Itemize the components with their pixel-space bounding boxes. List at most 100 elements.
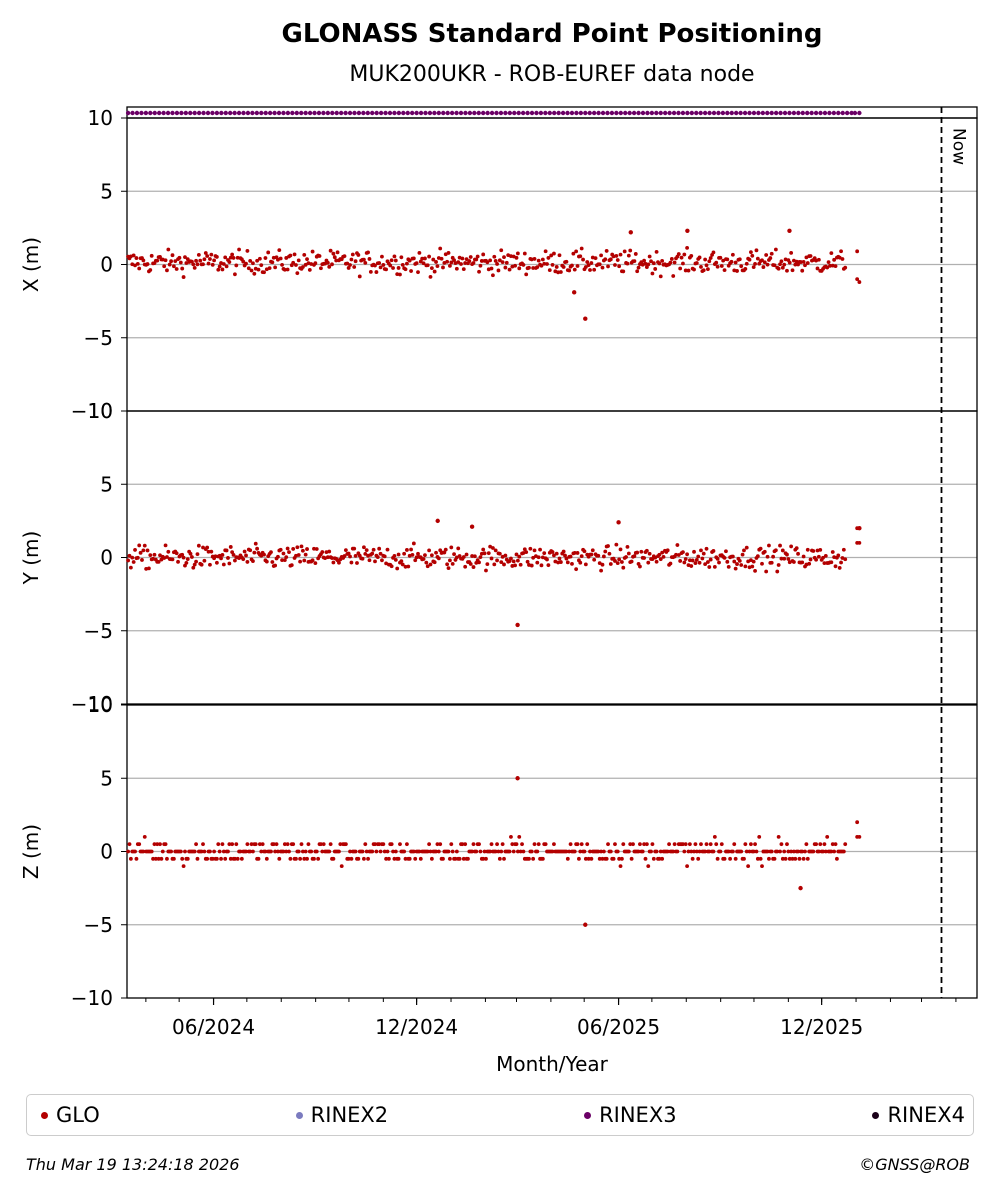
glo-point <box>743 267 748 271</box>
glo-point <box>646 864 651 869</box>
glo-point <box>246 266 251 271</box>
glo-point <box>135 555 140 560</box>
glo-point <box>461 856 466 861</box>
glo-point <box>735 562 739 566</box>
glo-point <box>205 856 210 861</box>
glo-point <box>393 558 398 562</box>
glo-point <box>300 265 305 269</box>
glo-point <box>328 842 333 847</box>
glo-point <box>711 549 716 553</box>
glo-point <box>148 268 153 272</box>
rinex3-point <box>432 110 437 116</box>
glo-point <box>571 251 576 256</box>
glo-point <box>416 551 420 556</box>
y-axis-label: Y (m) <box>19 531 43 586</box>
glo-point <box>507 849 512 854</box>
rinex3-point <box>370 110 375 116</box>
glo-point <box>803 849 807 854</box>
glo-point <box>382 849 387 854</box>
glo-point <box>405 548 409 552</box>
glo-point <box>382 554 387 559</box>
glo-point <box>726 849 731 854</box>
glo-point <box>208 562 212 567</box>
glo-point <box>134 856 139 861</box>
glo-point <box>448 558 452 563</box>
glo-point <box>751 559 756 564</box>
glo-point <box>169 849 174 854</box>
glo-point <box>708 842 713 847</box>
glo-point <box>337 560 341 565</box>
glo-point <box>495 842 499 847</box>
glo-point <box>432 269 437 274</box>
glo-point <box>514 842 519 847</box>
glo-point <box>787 856 792 861</box>
rinex3-point <box>844 110 850 116</box>
rinex3-point <box>720 110 726 116</box>
glo-point <box>538 547 542 552</box>
glo-point <box>772 856 777 861</box>
glo-point <box>395 272 400 277</box>
glo-point <box>176 559 180 564</box>
rinex3-point <box>334 110 339 116</box>
glo-point <box>233 558 237 563</box>
glo-point <box>839 249 843 254</box>
glo-point <box>152 842 157 847</box>
glo-point <box>693 842 698 847</box>
glo-point <box>797 856 802 861</box>
glo-point <box>608 849 613 854</box>
glo-point <box>291 547 296 551</box>
glo-point <box>535 560 540 565</box>
glo-point <box>823 849 828 854</box>
glo-point <box>796 551 800 556</box>
glo-point <box>133 849 137 854</box>
rinex3-point <box>623 110 628 116</box>
glo-point <box>724 549 728 554</box>
glo-point <box>589 552 594 557</box>
rinex3-point <box>299 110 304 116</box>
glo-point <box>735 269 739 273</box>
glo-point <box>474 257 479 262</box>
glo-point <box>800 849 805 854</box>
glo-point <box>726 565 731 569</box>
glo-point <box>181 275 186 279</box>
glo-point <box>599 253 604 258</box>
glo-point <box>445 259 450 264</box>
glo-point <box>450 561 455 566</box>
glo-point <box>606 544 610 548</box>
glo-point <box>477 842 481 847</box>
rinex3-point <box>609 110 615 116</box>
glo-point <box>320 849 325 854</box>
glo-point <box>527 265 531 270</box>
glo-point <box>131 253 136 258</box>
glo-point <box>208 257 212 261</box>
glo-point <box>449 545 454 550</box>
rinex3-point <box>143 110 149 116</box>
glo-point <box>692 267 696 272</box>
glo-point <box>536 258 541 263</box>
glo-point <box>839 560 843 565</box>
glo-point <box>794 259 799 264</box>
glo-point <box>276 554 280 559</box>
glo-point <box>249 268 254 273</box>
glo-point <box>697 255 702 260</box>
glo-point <box>769 560 774 565</box>
glo-point <box>424 560 429 565</box>
glo-point <box>617 856 622 861</box>
glo-point <box>782 262 787 267</box>
glo-point <box>429 553 434 558</box>
glo-point <box>493 849 498 854</box>
glo-point <box>804 842 809 847</box>
glo-point <box>754 248 759 253</box>
glo-point <box>715 264 720 269</box>
rinex3-point <box>587 110 592 116</box>
glo-point <box>510 842 515 847</box>
glo-outlier-point <box>583 922 588 927</box>
glo-point <box>772 263 777 268</box>
glo-point <box>626 253 631 258</box>
footer-timestamp: Thu Mar 19 13:24:18 2026 <box>26 1155 240 1174</box>
glo-point <box>779 842 784 847</box>
glo-point <box>829 560 834 565</box>
glo-point <box>149 849 154 854</box>
glo-point <box>518 562 523 567</box>
glo-point <box>601 554 606 559</box>
